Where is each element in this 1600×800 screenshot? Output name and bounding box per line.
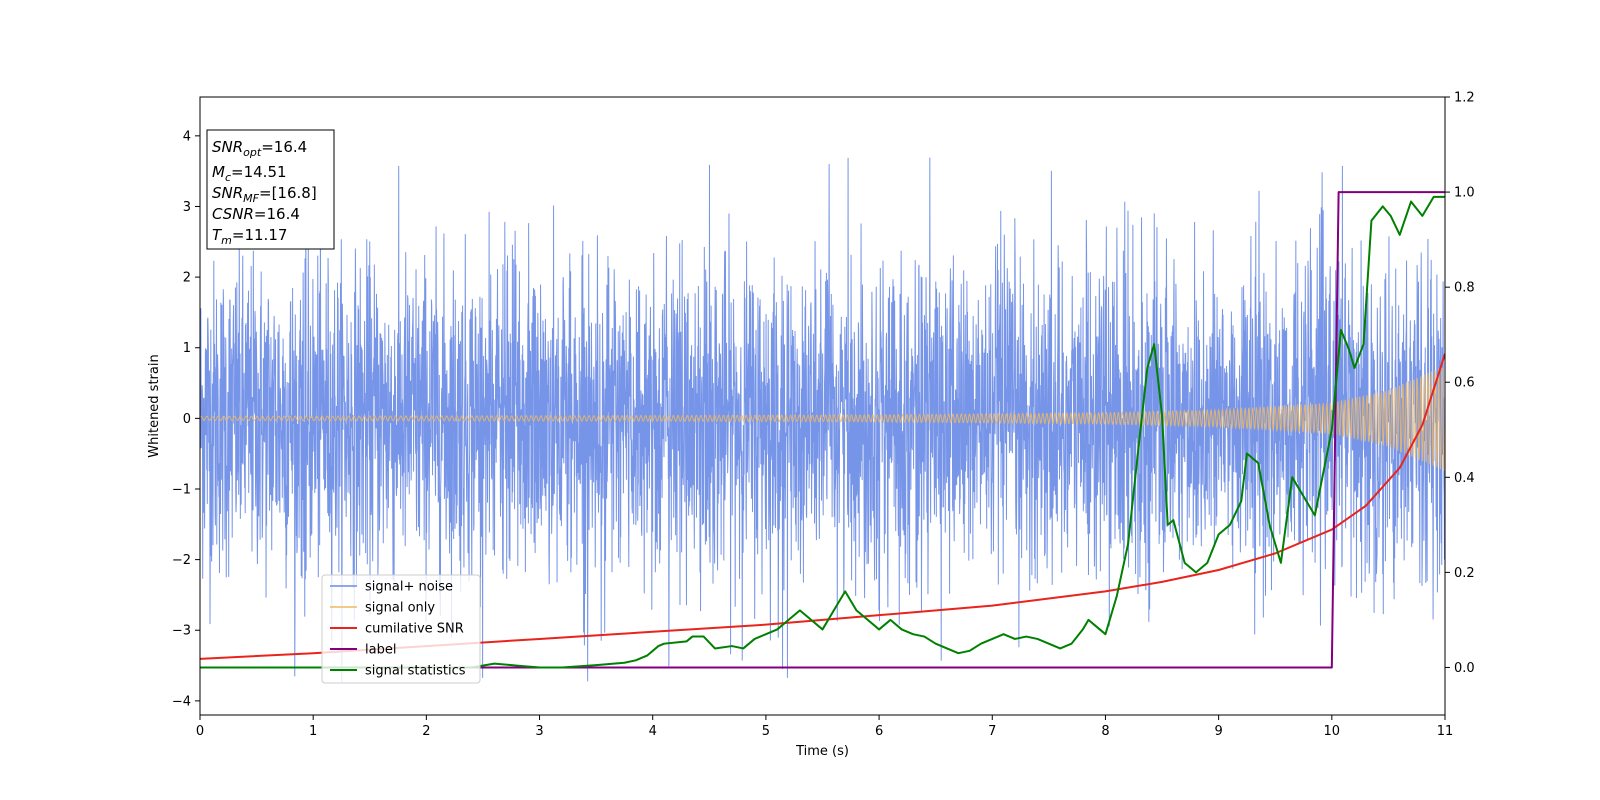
annotation-line: SNRopt=16.4 [212, 138, 307, 159]
y2-tick-label: 0.2 [1454, 566, 1475, 581]
y2-tick-label: 0.6 [1454, 376, 1475, 391]
x-tick-label: 11 [1437, 724, 1454, 739]
y-tick-label: −2 [172, 553, 191, 568]
x-axis-label: Time (s) [795, 744, 849, 759]
y2-tick-label: 1.0 [1454, 186, 1475, 201]
legend-frame [321, 574, 481, 684]
plot-frame [199, 96, 1446, 716]
annotation-symbol: CSNR [212, 205, 254, 223]
annotation-value: =[16.8] [259, 184, 317, 202]
x-tick-label: 3 [535, 724, 543, 739]
series-cumulative-snr [200, 353, 1445, 660]
legend-label: signal statistics [365, 664, 466, 679]
x-tick-label: 2 [422, 724, 430, 739]
series-signal-statistics [200, 195, 1445, 669]
annotation-subscript: MF [243, 192, 259, 205]
annotation-subscript: m [221, 234, 232, 247]
annotation-symbol: T [212, 226, 223, 244]
x-tick-label: 9 [1214, 724, 1222, 739]
series-signal-only [200, 367, 1445, 471]
x-tick-label: 5 [762, 724, 770, 739]
legend-label: signal+ noise [365, 580, 453, 595]
y-tick-label: 0 [183, 412, 191, 427]
annotation-box-frame [206, 129, 335, 250]
x-tick-label: 8 [1101, 724, 1109, 739]
x-tick-label: 1 [309, 724, 317, 739]
x-tick-label: 10 [1324, 724, 1341, 739]
annotation-line: SNRMF=[16.8] [212, 184, 317, 205]
y2-tick-label: 1.2 [1454, 91, 1475, 106]
annotation-line: Mc=14.51 [212, 163, 287, 184]
annotation-value: =14.51 [231, 163, 287, 181]
y-tick-label: 1 [183, 341, 191, 356]
legend-label: cumilative SNR [365, 622, 464, 637]
y-tick-label: 2 [183, 271, 191, 286]
annotation-symbol: SNR [212, 138, 243, 156]
series-label [200, 191, 1445, 669]
y-tick-label: −4 [172, 694, 191, 709]
series-layer [200, 157, 1445, 683]
y2-tick-label: 0.0 [1454, 661, 1475, 676]
x-tick-label: 7 [988, 724, 996, 739]
annotation-subscript: opt [243, 146, 262, 159]
x-tick-label: 4 [649, 724, 657, 739]
y-axis-label: Whitened strain [147, 354, 162, 457]
legend: signal+ noise signal only cumilative SNR la… [321, 574, 481, 684]
y-tick-label: 3 [183, 200, 191, 215]
legend-label: signal only [365, 601, 435, 616]
y2-tick-label: 0.4 [1454, 471, 1475, 486]
x-tick-label: 0 [196, 724, 204, 739]
x-axis: 0 1 2 3 4 5 6 7 8 9 10 11 [196, 715, 1453, 739]
annotation-line: Tm=11.17 [212, 226, 287, 247]
y2-tick-label: 0.8 [1454, 281, 1475, 296]
annotation-value: =11.17 [232, 226, 288, 244]
y-tick-label: −1 [172, 482, 191, 497]
annotation-symbol: M [212, 163, 225, 181]
annotation-value: =16.4 [261, 138, 307, 156]
legend-label: label [365, 643, 396, 658]
annotation-box: SNRopt=16.4Mc=14.51SNRMF=[16.8]CSNR=16.4… [206, 129, 335, 250]
y-axis-right: 0.0 0.2 0.4 0.6 0.8 1.0 1.2 [1445, 91, 1475, 676]
x-tick-label: 6 [875, 724, 883, 739]
annotation-symbol: SNR [212, 184, 243, 202]
y-tick-label: −3 [172, 624, 191, 639]
annotation-subscript: c [225, 171, 231, 184]
y-axis-left: −4 −3 −2 −1 0 1 2 3 4 [172, 129, 200, 709]
annotation-line: CSNR=16.4 [212, 205, 300, 223]
y-tick-label: 4 [183, 129, 191, 144]
annotation-value: =16.4 [254, 205, 300, 223]
